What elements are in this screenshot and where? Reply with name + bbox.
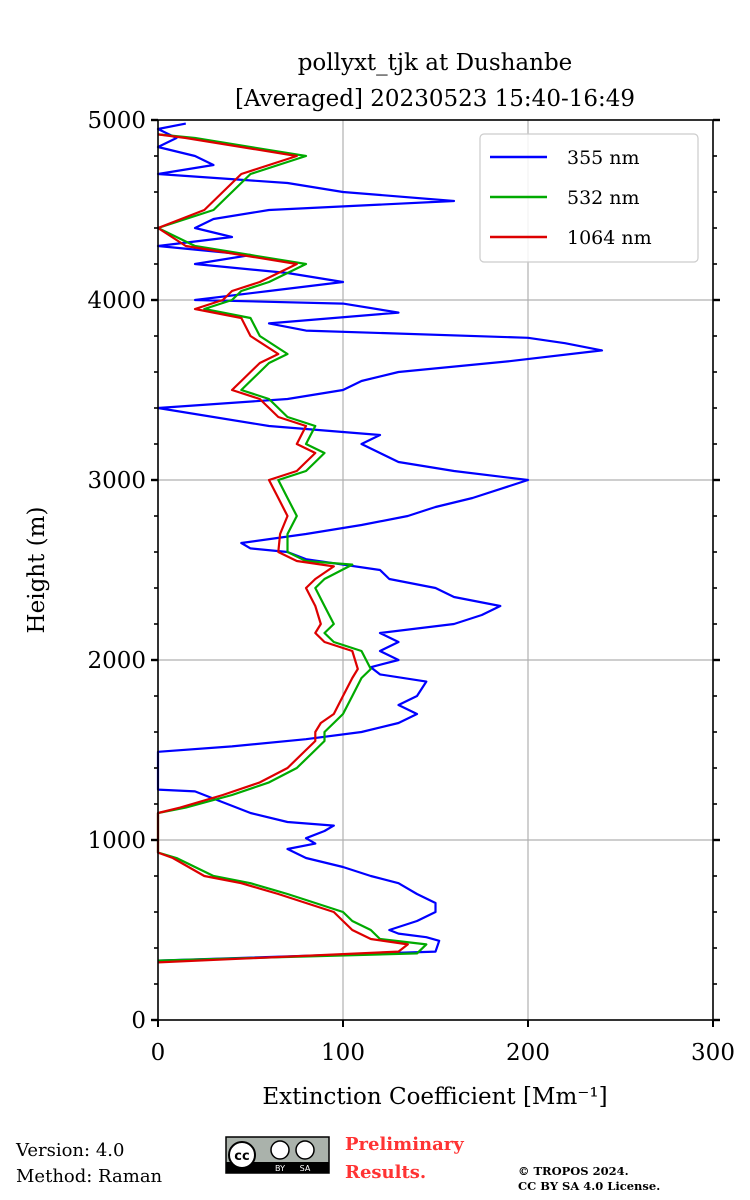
cc-text: cc bbox=[234, 1149, 249, 1164]
preliminary-results-note: Preliminary Results. bbox=[345, 1131, 464, 1187]
y-tick-label: 4000 bbox=[87, 288, 146, 314]
axis-ticks: 0 1000 2000 3000 4000 5000 0 100 200 300 bbox=[87, 108, 735, 1066]
legend-label: 1064 nm bbox=[567, 227, 652, 249]
by-text: BY bbox=[275, 1164, 285, 1173]
y-tick-label: 1000 bbox=[87, 828, 146, 854]
copyright-note: © TROPOS 2024. CC BY SA 4.0 License. bbox=[518, 1164, 660, 1194]
series-line-355-nm bbox=[156, 122, 604, 962]
sa-text: SA bbox=[300, 1164, 311, 1173]
version-text: Version: 4.0 bbox=[16, 1140, 125, 1161]
legend-label: 355 nm bbox=[567, 147, 640, 169]
x-axis-label: Extinction Coefficient [Mm⁻¹] bbox=[262, 1084, 607, 1110]
cc-by-sa-badge: cc BY SA bbox=[225, 1136, 330, 1174]
method-text: Method: Raman bbox=[16, 1166, 163, 1187]
preliminary-line-1: Preliminary bbox=[345, 1134, 464, 1155]
series-line-1064-nm bbox=[156, 133, 409, 964]
chart-title-line-1: pollyxt_tjk at Dushanbe bbox=[298, 50, 573, 76]
sa-icon bbox=[295, 1140, 315, 1160]
y-tick-label: 5000 bbox=[87, 108, 146, 134]
preliminary-line-2: Results. bbox=[345, 1162, 427, 1183]
by-icon bbox=[270, 1140, 290, 1160]
copyright-line-2: CC BY SA 4.0 License. bbox=[518, 1179, 661, 1193]
footer-info: Version: 4.0 Method: Raman bbox=[16, 1138, 162, 1190]
legend-label: 532 nm bbox=[567, 187, 640, 209]
extinction-profile-chart: 0 1000 2000 3000 4000 5000 0 100 200 300 pollyxt_… bbox=[24, 50, 735, 1110]
series-lines bbox=[156, 122, 604, 964]
x-tick-label: 100 bbox=[321, 1040, 365, 1066]
grid bbox=[158, 120, 713, 1020]
y-tick-label: 0 bbox=[131, 1008, 146, 1034]
y-tick-label: 2000 bbox=[87, 648, 146, 674]
copyright-line-1: © TROPOS 2024. bbox=[518, 1164, 629, 1178]
series-line-532-nm bbox=[156, 133, 428, 962]
x-tick-label: 0 bbox=[151, 1040, 166, 1066]
cc-icon bbox=[228, 1141, 256, 1169]
x-tick-label: 300 bbox=[691, 1040, 735, 1066]
legend: 355 nm 532 nm 1064 nm bbox=[479, 133, 699, 263]
plot-frame bbox=[157, 119, 714, 1021]
y-tick-label: 3000 bbox=[87, 468, 146, 494]
y-axis-label: Height (m) bbox=[24, 507, 50, 634]
chart-title-line-2: [Averaged] 20230523 15:40-16:49 bbox=[235, 86, 635, 112]
legend-box bbox=[479, 133, 699, 263]
x-tick-label: 200 bbox=[506, 1040, 550, 1066]
